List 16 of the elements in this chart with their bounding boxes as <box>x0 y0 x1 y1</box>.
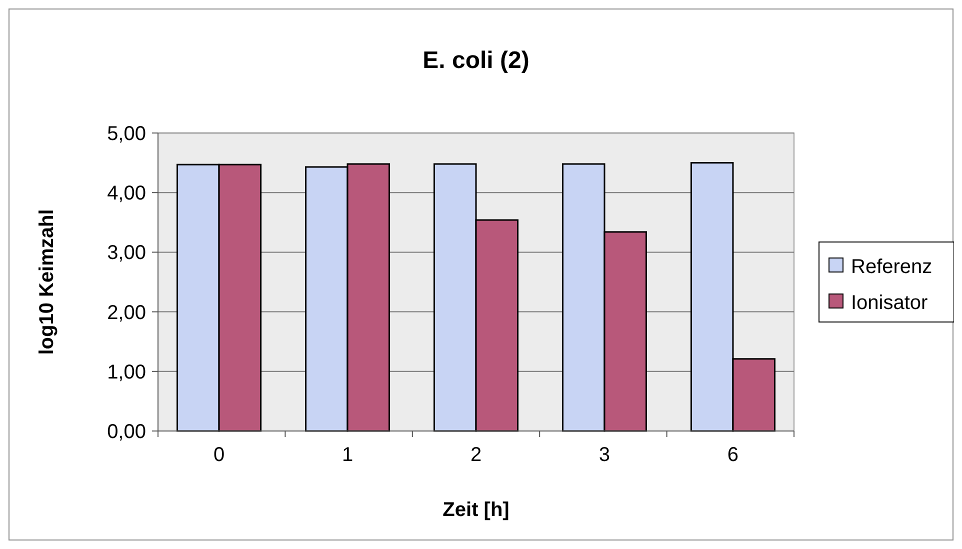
chart-title: E. coli (2) <box>422 47 530 74</box>
y-tick-label: 0,00 <box>107 421 146 443</box>
x-tick-label: 6 <box>727 444 739 466</box>
y-tick-label: 4,00 <box>107 182 146 205</box>
y-axis-title: log10 Keimzahl <box>36 209 58 355</box>
x-tick-label: 0 <box>213 444 225 466</box>
y-tick-label: 3,00 <box>107 242 146 264</box>
legend-label: Ionisator <box>851 292 928 314</box>
x-axis-title: Zeit [h] <box>442 499 510 521</box>
legend-label: Referenz <box>851 256 932 278</box>
x-tick-label: 3 <box>598 444 610 466</box>
y-tick-label: 5,00 <box>107 123 146 145</box>
y-tick-label: 1,00 <box>107 361 146 384</box>
y-tick-label: 2,00 <box>107 302 146 324</box>
x-tick-label: 2 <box>470 444 482 466</box>
x-tick-label: 1 <box>342 444 354 466</box>
